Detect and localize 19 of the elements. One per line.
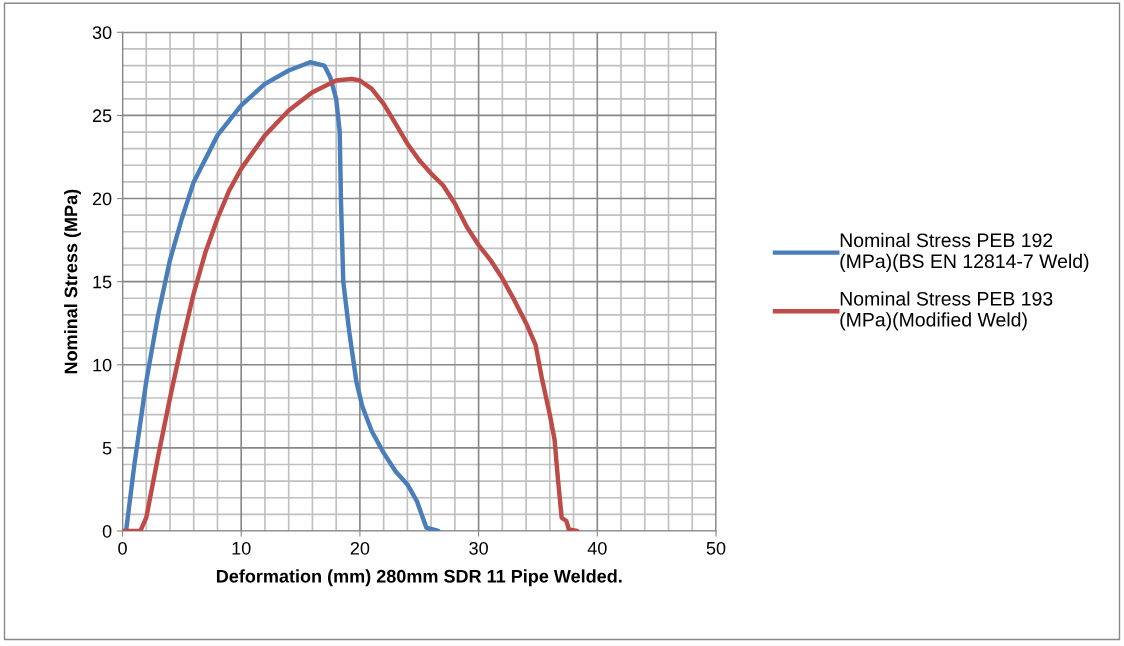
line-series <box>123 60 441 532</box>
y-tick-label: 25 <box>92 109 112 123</box>
y-tick-label: 5 <box>102 442 112 455</box>
x-tick-label: 40 <box>587 541 607 555</box>
legend-label: Nominal Stress PEB 193 (MPa)(Modified Weld) <box>840 291 1053 331</box>
y-tick-label: 15 <box>93 275 112 289</box>
x-tick-label: 0 <box>118 541 127 555</box>
y-tick-label: 20 <box>92 192 112 206</box>
x-tick-label: 30 <box>469 541 488 555</box>
x-tick-label: 20 <box>350 541 370 555</box>
y-tick-label: 30 <box>92 26 112 40</box>
line-series <box>122 76 580 532</box>
y-tick-label: 0 <box>102 524 112 538</box>
x-axis-title: Deformation (mm) 280mm SDR 11 Pipe Welded. <box>216 569 622 587</box>
y-tick-label: 10 <box>93 358 112 372</box>
x-tick-label: 10 <box>232 541 251 555</box>
legend-label: Nominal Stress PEB 192 (MPa)(BS EN 12814-7 Weld) <box>840 232 1089 272</box>
y-axis-title: Nominal Stress (MPa) <box>64 189 81 374</box>
x-tick-label: 50 <box>706 541 726 555</box>
